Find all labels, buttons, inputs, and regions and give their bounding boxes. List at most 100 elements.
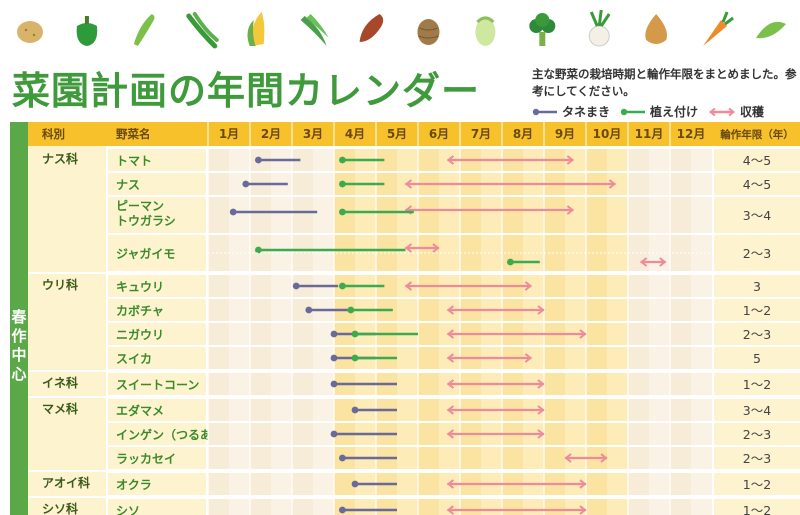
harvest-arrow-left xyxy=(446,305,455,315)
month-cell xyxy=(607,473,628,495)
month-cell xyxy=(670,399,691,421)
month-cell xyxy=(628,373,649,395)
month-cell xyxy=(628,499,649,515)
month-cell xyxy=(691,423,712,445)
month-cell xyxy=(376,197,397,233)
veg-name: キュウリ xyxy=(116,280,164,294)
month-cell xyxy=(313,423,334,445)
harvest-arrow-left xyxy=(446,353,455,363)
header-month: 2月 xyxy=(261,127,281,141)
month-cell xyxy=(229,197,250,233)
month-cell xyxy=(586,299,607,321)
rotation-value: 1～2 xyxy=(743,503,771,515)
month-cell xyxy=(208,447,229,469)
month-cell xyxy=(229,399,250,421)
rotation-value: 1～2 xyxy=(743,477,771,492)
month-cell xyxy=(691,399,712,421)
cabbage-icon xyxy=(475,16,496,46)
page-title: 菜園計画の年間カレンダー xyxy=(12,69,481,113)
harvest-arrow-left xyxy=(639,257,648,267)
harvest-arrow-left xyxy=(446,379,455,389)
header-month: 4月 xyxy=(345,127,365,141)
month-cell xyxy=(460,235,481,271)
veg-name: ニガウリ xyxy=(116,327,164,342)
month-cell xyxy=(313,173,334,195)
harvest-arrow-right xyxy=(579,505,587,515)
green-pepper-icon xyxy=(76,16,98,46)
rotation-value: 2～3 xyxy=(743,327,771,342)
month-cell xyxy=(460,447,481,469)
month-cell xyxy=(586,399,607,421)
rotation-value: 2～3 xyxy=(743,451,771,466)
header-month: 12月 xyxy=(677,127,706,141)
month-cell xyxy=(229,275,250,297)
month-cell xyxy=(334,197,355,233)
month-cell xyxy=(565,423,586,445)
plant-marker xyxy=(339,282,346,290)
month-cell xyxy=(313,235,334,271)
month-cell xyxy=(670,473,691,495)
header-month: 6月 xyxy=(429,127,449,141)
description-text: 主な野菜の栽培時期と輪作年限をまとめました。参考にしてください。 xyxy=(532,67,797,98)
month-cell xyxy=(607,173,628,195)
veg-name-cell xyxy=(108,499,206,515)
month-cell xyxy=(271,399,292,421)
harvest-arrow-right xyxy=(537,405,545,415)
month-cell xyxy=(208,149,229,171)
harvest-arrow-icon xyxy=(708,107,736,116)
rotation-cell xyxy=(714,499,800,515)
family-column xyxy=(28,146,106,515)
family-label: ナス科 xyxy=(42,151,78,166)
legend-harvest: 収穫 xyxy=(708,103,764,120)
month-cell xyxy=(208,399,229,421)
month-cell xyxy=(271,299,292,321)
month-cell xyxy=(691,173,712,195)
sow-marker xyxy=(255,156,262,164)
month-cell xyxy=(691,275,712,297)
month-cell xyxy=(649,399,670,421)
month-cell xyxy=(649,473,670,495)
veg-name: カボチャ xyxy=(116,303,164,318)
month-cell xyxy=(271,473,292,495)
month-cell xyxy=(649,173,670,195)
month-cell xyxy=(649,423,670,445)
month-cell xyxy=(670,447,691,469)
rotation-cell xyxy=(714,373,800,395)
month-cell xyxy=(292,299,313,321)
sow-marker xyxy=(351,406,359,414)
rotation-cell xyxy=(714,399,800,421)
month-cell xyxy=(628,197,649,233)
month-cell xyxy=(418,373,439,395)
month-cell xyxy=(376,275,397,297)
month-cell xyxy=(313,399,334,421)
month-cell xyxy=(670,499,691,515)
month-cell xyxy=(418,399,439,421)
month-cell xyxy=(208,473,229,495)
month-cell xyxy=(607,373,628,395)
month-cell xyxy=(670,197,691,233)
sow-marker xyxy=(330,430,338,438)
harvest-arrow-right xyxy=(566,205,575,215)
month-cell xyxy=(313,197,334,233)
month-cell xyxy=(229,423,250,445)
month-cell xyxy=(607,299,628,321)
month-cell xyxy=(628,423,649,445)
rotation-cell xyxy=(714,197,800,233)
month-cell xyxy=(691,299,712,321)
month-cell xyxy=(670,323,691,345)
month-cell xyxy=(397,299,418,321)
month-cell xyxy=(397,373,418,395)
month-cell xyxy=(292,197,313,233)
month-cell xyxy=(250,447,271,469)
month-cell xyxy=(250,423,271,445)
sow-marker xyxy=(229,208,237,216)
rotation-cell xyxy=(714,299,800,321)
month-cell xyxy=(439,447,460,469)
month-cell xyxy=(628,299,649,321)
month-cell xyxy=(418,323,439,345)
month-cell xyxy=(292,149,313,171)
month-cell xyxy=(544,235,565,271)
month-cell xyxy=(292,373,313,395)
veg-name-cell xyxy=(108,473,206,495)
month-cell xyxy=(250,275,271,297)
